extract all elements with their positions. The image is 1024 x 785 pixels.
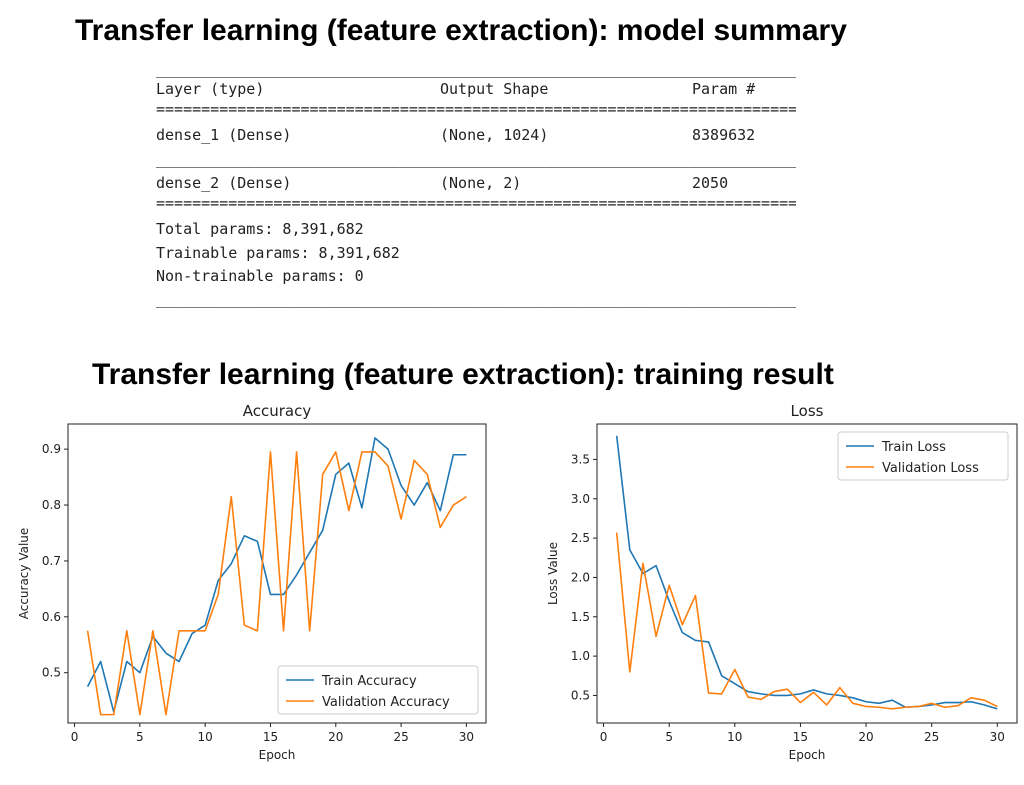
y-axis-label: Loss Value [546,542,560,605]
y-tick-label: 0.5 [42,666,61,680]
row-2-layer: dense_2 (Dense) [156,174,292,192]
series-line-validation [86,451,467,716]
rule-line: ________________________________________… [156,290,796,308]
double-rule-line: ========================================… [156,194,796,212]
legend-box [837,431,1009,481]
y-tick-label: 0.5 [571,688,590,702]
row-2-params: 2050 [692,174,729,192]
y-tick-label: 2.0 [571,570,590,584]
row-1-shape: (None, 1024) [440,126,549,144]
x-tick-label: 10 [727,730,742,744]
y-tick-label: 1.0 [571,649,590,663]
x-tick-label: 15 [793,730,808,744]
x-tick-label: 20 [328,730,343,744]
legend-label: Validation Accuracy [322,695,450,710]
loss-chart: Loss 0 5 10 15 20 25 30 0.5 1.0 1.5 2.0 2.5 3.0 3.5 Epo… [530,400,1024,785]
y-tick-label: 3.0 [571,492,590,506]
y-tick-label: 2.5 [571,531,590,545]
row-1-layer: dense_1 (Dense) [156,126,292,144]
x-tick-label: 10 [198,730,213,744]
plot-frame [67,423,487,724]
x-axis-label: Epoch [259,748,296,762]
x-tick-label: 30 [459,730,474,744]
y-tick-label: 3.5 [571,452,590,466]
double-rule-line: ========================================… [156,100,796,118]
y-tick-label: 0.7 [42,554,61,568]
x-tick-label: 5 [136,730,144,744]
result-heading: Transfer learning (feature extraction): … [92,358,834,391]
rule-line: ________________________________________… [156,150,796,168]
x-tick-label: 0 [71,730,79,744]
header-params: Param # [692,80,756,98]
y-tick-label: 0.8 [42,498,61,512]
x-tick-label: 20 [858,730,873,744]
x-axis-label: Epoch [789,748,826,762]
rule-line: ________________________________________… [156,60,796,78]
x-tick-label: 30 [990,730,1005,744]
y-tick-label: 0.9 [42,442,61,456]
row-1-params: 8389632 [692,126,756,144]
x-tick-label: 25 [393,730,408,744]
header-layer: Layer (type) [156,80,265,98]
y-axis-label: Accuracy Value [17,528,31,620]
summary-heading: Transfer learning (feature extraction): … [75,14,847,47]
chart-title: Accuracy [243,402,312,420]
legend-label: Train Loss [881,440,946,455]
accuracy-chart: Accuracy 0 5 10 15 20 25 30 0.5 0.6 0.7 0.8 0.9 Epoch… [0,400,490,785]
plot-frame [596,423,1018,724]
x-tick-label: 5 [665,730,673,744]
x-tick-label: 0 [600,730,608,744]
legend-label: Validation Loss [882,461,979,476]
loss-chart-svg: Loss 0 5 10 15 20 25 30 0.5 1.0 1.5 2.0 2.5 3.0 3.5 Epo… [546,402,1018,762]
total-params: Total params: 8,391,682 [156,220,364,238]
header-shape: Output Shape [440,80,549,98]
y-tick-label: 0.6 [42,610,61,624]
x-tick-label: 15 [263,730,278,744]
non-trainable-params: Non-trainable params: 0 [156,267,364,285]
accuracy-chart-svg: Accuracy 0 5 10 15 20 25 30 0.5 0.6 0.7 0.8 0.9 Epoch… [17,402,487,762]
x-tick-label: 25 [924,730,939,744]
legend-label: Train Accuracy [321,674,417,689]
trainable-params: Trainable params: 8,391,682 [156,244,400,262]
y-tick-label: 1.5 [571,610,590,624]
row-2-shape: (None, 2) [440,174,522,192]
legend-box [277,665,479,715]
series-line-validation [615,532,998,710]
chart-title: Loss [791,402,824,420]
